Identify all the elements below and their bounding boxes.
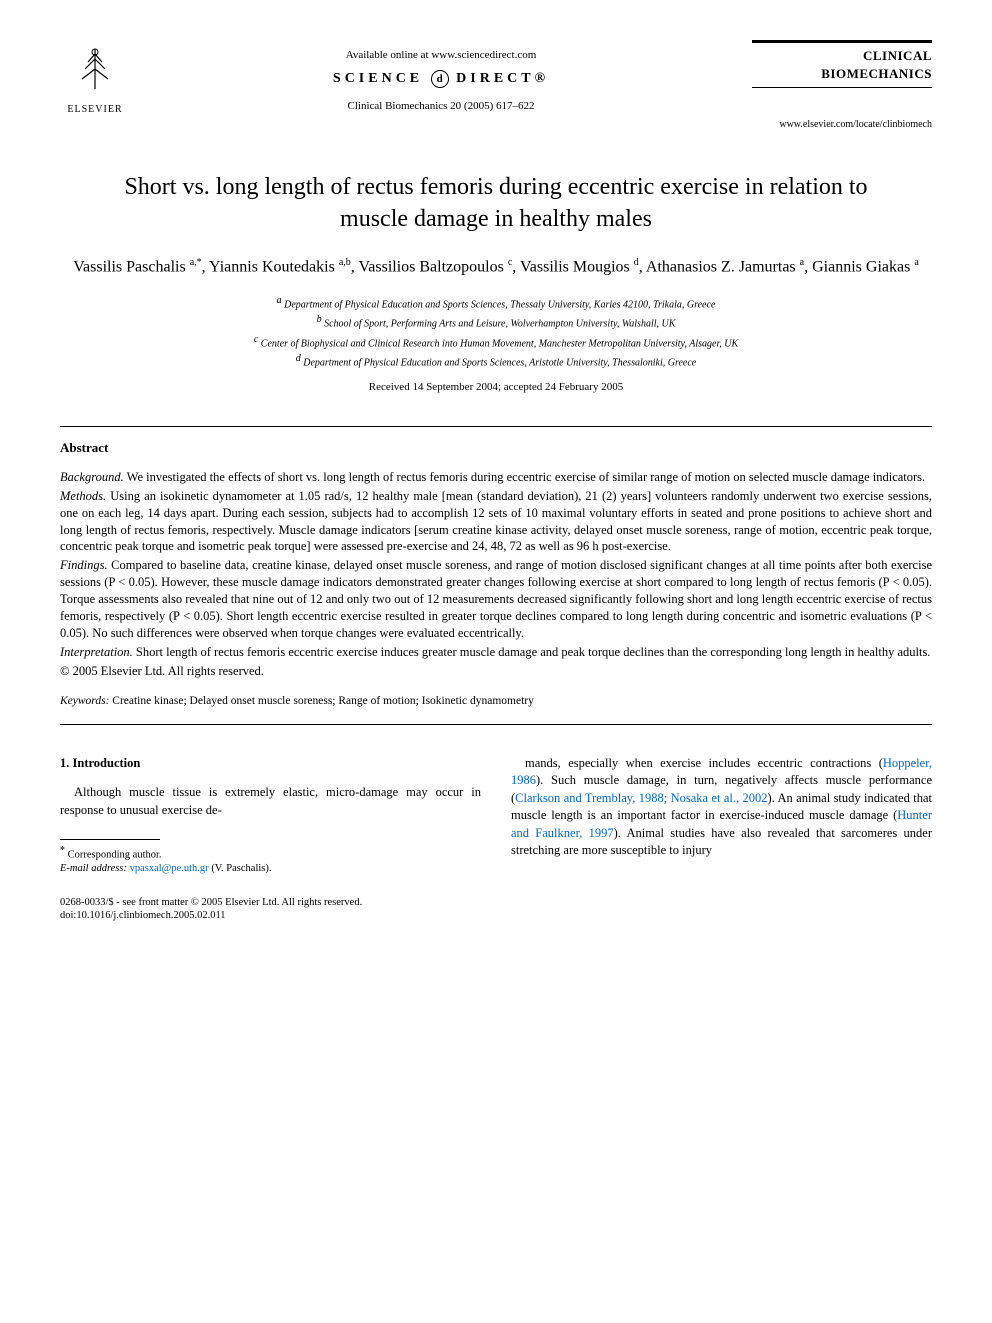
affiliation-d: d Department of Physical Education and S… xyxy=(60,351,932,370)
citation-link[interactable]: Hoppeler, 1986 xyxy=(511,756,932,788)
journal-url: www.elsevier.com/locate/clinbiomech xyxy=(752,118,932,132)
abstract-heading: Abstract xyxy=(60,439,932,457)
citation-link[interactable]: Clarkson and Tremblay, 1988; Nosaka et a… xyxy=(515,791,767,805)
elsevier-tree-icon xyxy=(70,44,120,101)
journal-reference: Clinical Biomechanics 20 (2005) 617–622 xyxy=(130,99,752,114)
footer-line1: 0268-0033/$ - see front matter © 2005 El… xyxy=(60,896,481,910)
article-title: Short vs. long length of rectus femoris … xyxy=(100,172,892,234)
column-left: 1. Introduction Although muscle tissue i… xyxy=(60,755,481,924)
divider xyxy=(60,426,932,427)
sciencedirect-logo: SCIENCE d DIRECT® xyxy=(130,69,752,89)
column-right: mands, especially when exercise includes… xyxy=(511,755,932,924)
intro-para-left: Although muscle tissue is extremely elas… xyxy=(60,784,481,819)
footnote-rule xyxy=(60,839,160,840)
journal-name: CLINICAL BIOMECHANICS xyxy=(752,40,932,88)
sd-left: SCIENCE xyxy=(333,71,423,86)
page-footer: 0268-0033/$ - see front matter © 2005 El… xyxy=(60,896,481,923)
abstract-interpretation: Interpretation. Short length of rectus f… xyxy=(60,644,932,661)
corresponding-footnote: * Corresponding author. E-mail address: … xyxy=(60,844,481,876)
citation-link[interactable]: Hunter and Faulkner, 1997 xyxy=(511,808,932,840)
header-center: Available online at www.sciencedirect.co… xyxy=(130,40,752,114)
footer-line2: doi:10.1016/j.clinbiomech.2005.02.011 xyxy=(60,909,481,923)
journal-title-box: CLINICAL BIOMECHANICS www.elsevier.com/l… xyxy=(752,40,932,132)
sd-at-icon: d xyxy=(431,70,449,88)
abstract-body: Background. We investigated the effects … xyxy=(60,469,932,680)
elsevier-logo: ELSEVIER xyxy=(60,40,130,120)
divider xyxy=(60,724,932,725)
affiliation-a: a Department of Physical Education and S… xyxy=(60,293,932,312)
corresponding-author: * Corresponding author. xyxy=(60,844,481,862)
affiliation-c: c Center of Biophysical and Clinical Res… xyxy=(60,332,932,351)
journal-name-line2: BIOMECHANICS xyxy=(752,65,932,83)
abstract-copyright: © 2005 Elsevier Ltd. All rights reserved… xyxy=(60,663,932,680)
keywords: Keywords: Creatine kinase; Delayed onset… xyxy=(60,693,932,709)
section-1-heading: 1. Introduction xyxy=(60,755,481,773)
affiliations: a Department of Physical Education and S… xyxy=(60,293,932,370)
page-header: ELSEVIER Available online at www.science… xyxy=(60,40,932,132)
email-line: E-mail address: vpasxal@pe.uth.gr (V. Pa… xyxy=(60,862,481,876)
abstract-background: Background. We investigated the effects … xyxy=(60,469,932,486)
author-email[interactable]: vpasxal@pe.uth.gr xyxy=(130,863,209,874)
elsevier-label: ELSEVIER xyxy=(67,103,122,117)
keywords-text: Creatine kinase; Delayed onset muscle so… xyxy=(112,695,534,707)
journal-name-line1: CLINICAL xyxy=(752,47,932,65)
affiliation-b: b School of Sport, Performing Arts and L… xyxy=(60,312,932,331)
abstract-findings: Findings. Compared to baseline data, cre… xyxy=(60,557,932,641)
abstract-methods: Methods. Using an isokinetic dynamometer… xyxy=(60,488,932,556)
intro-para-right: mands, especially when exercise includes… xyxy=(511,755,932,860)
article-dates: Received 14 September 2004; accepted 24 … xyxy=(60,380,932,395)
available-online-text: Available online at www.sciencedirect.co… xyxy=(130,48,752,63)
body-columns: 1. Introduction Although muscle tissue i… xyxy=(60,755,932,924)
sd-right: DIRECT® xyxy=(456,71,549,86)
author-list: Vassilis Paschalis a,*, Yiannis Koutedak… xyxy=(60,255,932,279)
keywords-label: Keywords: xyxy=(60,695,109,707)
